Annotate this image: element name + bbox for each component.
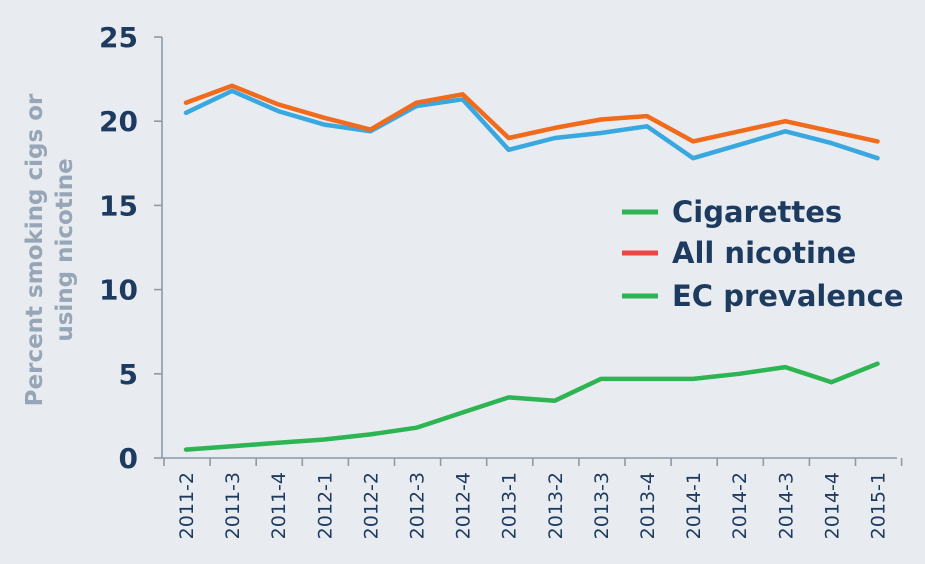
- x-tick-label: 2013-1: [499, 472, 521, 539]
- series-line-cigarettes: [183, 88, 880, 161]
- x-tick-label: 2012-4: [453, 472, 475, 539]
- x-tick-label: 2012-2: [360, 472, 382, 539]
- x-tick-label: 2015-1: [868, 472, 890, 539]
- x-tick-label: 2011-4: [268, 472, 290, 539]
- x-ticks: 2011-2 2011-3 2011-4 2012-1 2012-2 2012-3 2012…: [163, 458, 903, 539]
- x-tick-label: 2011-3: [222, 472, 244, 539]
- series-line-ec-prevalence: [183, 361, 880, 452]
- legend-label: All nicotine: [672, 236, 856, 270]
- y-axis-label-line-2: using nicotine: [52, 158, 78, 341]
- x-tick-label: 2013-2: [545, 472, 567, 539]
- x-tick-label: 2014-3: [775, 472, 797, 539]
- x-tick-label: 2011-2: [176, 472, 198, 539]
- y-ticks: 0 5 10 15 20 25: [99, 21, 162, 475]
- axes: [161, 37, 897, 459]
- y-tick-label: 10: [99, 274, 138, 307]
- x-tick-label: 2012-3: [407, 472, 429, 539]
- x-tick-label: 2014-2: [729, 472, 751, 539]
- x-tick-label: 2014-4: [821, 472, 843, 539]
- x-tick-label: 2013-3: [591, 472, 613, 539]
- series-lines: [183, 83, 880, 452]
- legend-label: Cigarettes: [672, 195, 842, 229]
- y-axis-label: Percent smoking cigs or using nicotine: [22, 93, 78, 406]
- y-tick-label: 5: [119, 358, 138, 391]
- y-tick-label: 0: [119, 442, 138, 475]
- x-tick-label: 2012-1: [314, 472, 336, 539]
- y-tick-label: 20: [99, 105, 138, 138]
- x-tick-label: 2013-4: [637, 472, 659, 539]
- legend: Cigarettes All nicotine EC prevalence: [622, 195, 904, 313]
- y-tick-label: 25: [99, 21, 138, 54]
- series-line-all-nicotine: [183, 83, 880, 144]
- y-axis-label-line-1: Percent smoking cigs or: [22, 93, 48, 406]
- x-tick-label: 2014-1: [683, 472, 705, 539]
- y-tick-label: 15: [99, 189, 138, 222]
- legend-label: EC prevalence: [672, 279, 904, 313]
